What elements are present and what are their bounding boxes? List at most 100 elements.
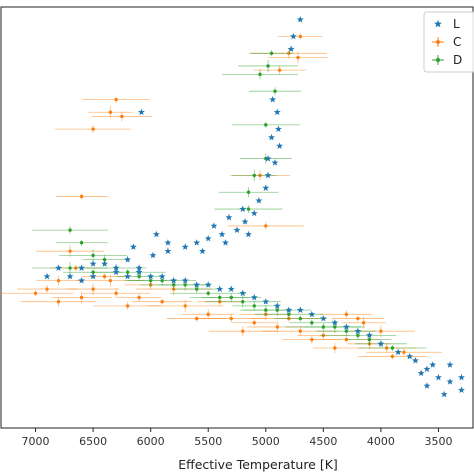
marker: [289, 32, 297, 40]
point-D-4: [231, 121, 300, 128]
point-L-31: [43, 272, 51, 280]
point-C-7: [55, 125, 132, 134]
marker: [89, 260, 97, 267]
marker: [229, 316, 233, 321]
marker: [204, 281, 212, 288]
marker: [319, 314, 327, 322]
point-L-19: [149, 251, 157, 259]
point-L-59: [250, 293, 258, 301]
marker: [91, 253, 95, 258]
point-L-44: [394, 348, 402, 356]
marker: [222, 239, 229, 246]
point-L-15: [204, 234, 212, 242]
marker: [124, 256, 132, 263]
marker: [138, 108, 145, 116]
point-C-42: [20, 296, 97, 307]
x-tick-label-6000: 6000: [137, 435, 165, 448]
marker: [79, 194, 84, 199]
point-L-5: [275, 125, 282, 132]
marker: [91, 270, 95, 274]
point-L-1: [289, 32, 297, 40]
marker: [112, 264, 120, 271]
point-L-13: [233, 226, 241, 234]
marker: [101, 260, 109, 267]
marker: [275, 325, 279, 329]
point-L-12: [241, 218, 249, 225]
legend-marker: [434, 19, 442, 28]
legend-label: L: [453, 17, 460, 31]
marker: [245, 230, 252, 238]
marker: [125, 304, 130, 308]
point-L-61: [204, 281, 212, 288]
point-L-0: [296, 16, 304, 23]
point-L-27: [112, 268, 120, 276]
marker: [78, 277, 86, 284]
marker: [78, 264, 86, 271]
marker: [377, 340, 385, 347]
point-L-49: [458, 386, 465, 394]
marker: [239, 289, 247, 297]
point-C-12: [0, 290, 74, 297]
point-L-29: [66, 272, 74, 280]
point-L-45: [412, 357, 419, 364]
marker: [89, 272, 97, 280]
point-L-62: [181, 277, 189, 284]
point-L-11: [250, 209, 258, 217]
marker: [193, 281, 201, 288]
marker: [164, 239, 172, 246]
marker: [342, 323, 350, 330]
marker: [310, 321, 314, 325]
point-D-3: [248, 87, 301, 96]
marker: [258, 72, 262, 77]
point-L-50: [440, 390, 448, 398]
point-D-27: [285, 322, 362, 331]
marker: [269, 51, 274, 56]
point-C-16: [132, 298, 193, 305]
point-L-37: [239, 289, 247, 297]
marker: [365, 331, 373, 339]
marker: [298, 329, 303, 333]
data-points: [0, 16, 465, 398]
marker: [120, 114, 124, 119]
marker: [125, 270, 130, 274]
point-L-73: [245, 230, 252, 238]
point-L-9: [262, 184, 270, 191]
marker: [158, 272, 166, 280]
marker: [91, 127, 95, 131]
marker: [233, 226, 241, 234]
legend-label: D: [453, 53, 462, 67]
point-L-74: [264, 154, 272, 162]
point-C-43: [320, 310, 373, 319]
point-C-36: [166, 315, 227, 322]
marker: [102, 274, 107, 279]
point-L-2: [287, 45, 295, 53]
point-D-20: [289, 319, 334, 326]
point-L-26: [135, 264, 143, 271]
marker: [152, 230, 160, 238]
marker: [310, 337, 314, 342]
marker: [68, 228, 72, 232]
marker: [241, 218, 249, 225]
point-L-34: [170, 277, 178, 284]
point-L-58: [273, 302, 281, 309]
point-C-8: [55, 193, 108, 200]
marker: [275, 308, 279, 312]
marker: [298, 34, 303, 39]
marker: [298, 316, 303, 321]
point-L-42: [354, 327, 362, 335]
marker: [204, 234, 212, 242]
marker: [149, 251, 157, 259]
marker: [367, 337, 372, 342]
marker: [458, 386, 465, 394]
point-L-76: [269, 96, 277, 103]
point-L-66: [89, 260, 97, 267]
marker: [273, 302, 281, 309]
marker: [406, 352, 414, 360]
marker: [262, 184, 270, 191]
point-D-30: [232, 300, 277, 311]
marker: [440, 390, 448, 398]
point-L-54: [365, 331, 373, 339]
marker: [147, 272, 155, 280]
point-L-70: [129, 243, 137, 250]
